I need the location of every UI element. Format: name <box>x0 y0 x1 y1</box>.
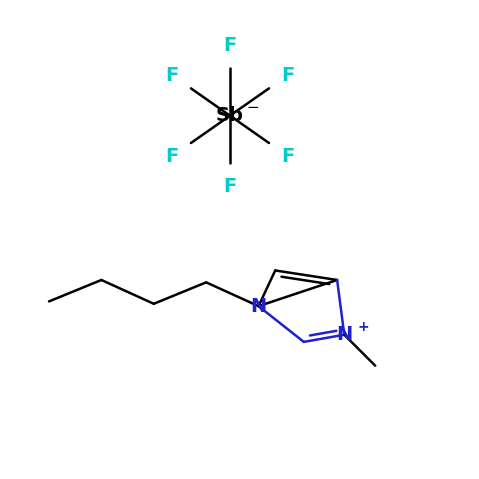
Text: N: N <box>251 297 267 316</box>
Text: −: − <box>247 100 259 114</box>
Text: Sb: Sb <box>216 106 244 125</box>
Text: +: + <box>357 320 369 334</box>
Text: N: N <box>336 325 353 344</box>
Text: F: F <box>223 177 237 195</box>
Text: F: F <box>223 36 237 55</box>
Text: F: F <box>166 66 179 85</box>
Text: F: F <box>281 147 294 166</box>
Text: F: F <box>281 66 294 85</box>
Text: F: F <box>166 147 179 166</box>
